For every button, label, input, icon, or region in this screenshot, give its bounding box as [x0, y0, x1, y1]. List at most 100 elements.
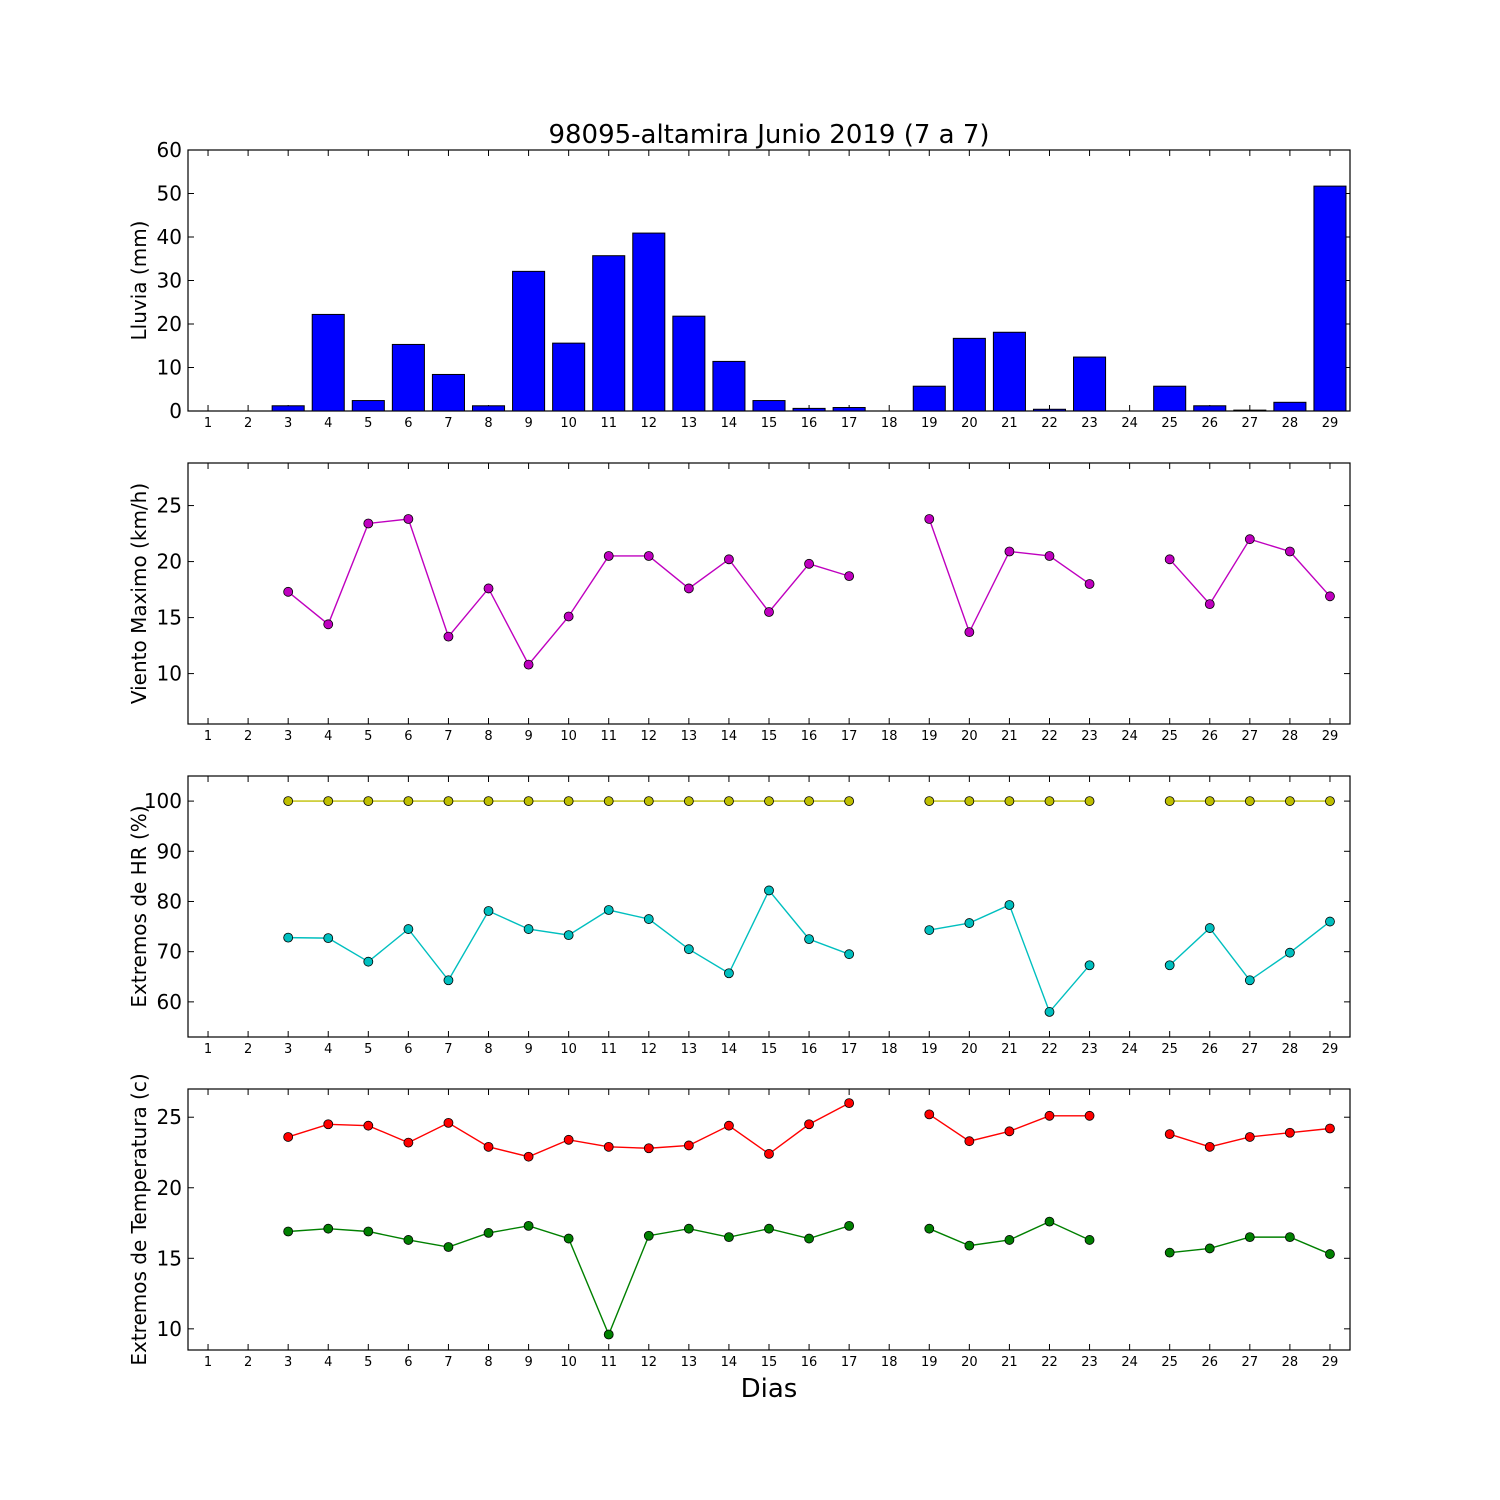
bar-day-21 — [992, 331, 1026, 412]
y-tick-label: 40 — [157, 225, 182, 249]
x-tick-label: 25 — [1161, 1042, 1178, 1057]
x-tick-label: 18 — [881, 1355, 898, 1370]
series-2-point-day-12 — [643, 914, 654, 924]
series-2-point-day-20 — [964, 918, 975, 928]
series-1-point-day-20 — [964, 627, 975, 638]
x-tick-label: 21 — [1001, 1042, 1018, 1057]
series-2-point-day-21 — [1004, 1235, 1015, 1245]
y-tick-label: 70 — [157, 940, 182, 964]
bar-day-16 — [792, 407, 826, 412]
series-1-point-day-13 — [683, 796, 694, 806]
bar-day-23 — [1073, 356, 1107, 412]
x-tick-label: 13 — [681, 1042, 698, 1057]
x-tick-label: 21 — [1001, 416, 1018, 431]
bar-day-27 — [1233, 409, 1267, 412]
x-tick-label: 12 — [641, 729, 658, 744]
x-tick-label: 26 — [1201, 729, 1218, 744]
series-1-point-day-4 — [323, 1119, 334, 1130]
series-1-point-day-7 — [443, 631, 454, 642]
series-1-point-day-27 — [1244, 1132, 1255, 1142]
x-tick-label: 29 — [1322, 1355, 1339, 1370]
x-tick-label: 10 — [560, 729, 577, 744]
series-1-point-day-21 — [1004, 546, 1015, 557]
x-tick-label: 27 — [1242, 1355, 1259, 1370]
x-tick-label: 25 — [1161, 1355, 1178, 1370]
x-tick-label: 29 — [1322, 416, 1339, 431]
x-tick-label: 5 — [364, 416, 372, 431]
series-1-point-day-4 — [323, 619, 334, 630]
series-1-point-day-26 — [1204, 796, 1215, 806]
series-1-point-day-3 — [283, 1132, 294, 1142]
series-1-point-day-10 — [563, 796, 574, 806]
x-tick-label: 1 — [204, 416, 212, 431]
bar-day-11 — [592, 255, 626, 412]
series-2-point-day-27 — [1244, 1232, 1255, 1243]
bar-day-5 — [351, 400, 385, 412]
y-tick-label: 25 — [157, 1105, 182, 1129]
series-2-point-day-26 — [1204, 1243, 1215, 1254]
x-tick-label: 17 — [841, 416, 858, 431]
y-tick-label: 30 — [157, 269, 182, 293]
x-tick-label: 29 — [1322, 729, 1339, 744]
x-tick-label: 22 — [1041, 1355, 1058, 1370]
x-tick-label: 19 — [921, 1042, 938, 1057]
y-axis-title: Extremos de HR (%) — [127, 805, 151, 1007]
x-tick-label: 22 — [1041, 1042, 1058, 1057]
bar-day-4 — [311, 313, 345, 412]
x-tick-label: 29 — [1322, 1042, 1339, 1057]
series-2-point-day-14 — [724, 968, 734, 979]
x-tick-label: 17 — [841, 1355, 858, 1370]
bar-day-8 — [471, 405, 506, 412]
x-tick-label: 15 — [761, 1042, 778, 1057]
series-2-point-day-5 — [363, 1226, 374, 1237]
x-tick-label: 27 — [1242, 416, 1259, 431]
x-tick-label: 22 — [1041, 416, 1058, 431]
series-1-point-day-26 — [1204, 599, 1215, 610]
series-2-point-day-7 — [443, 975, 454, 986]
series-2-point-day-5 — [363, 956, 374, 967]
x-tick-label: 26 — [1201, 1042, 1218, 1057]
series-2-point-day-19 — [924, 925, 935, 935]
x-tick-label: 4 — [324, 1355, 332, 1370]
series-1-point-day-6 — [403, 514, 414, 524]
y-tick-label: 10 — [157, 662, 182, 686]
bar-day-20 — [952, 337, 986, 412]
series-1-point-day-19 — [924, 514, 935, 524]
x-tick-label: 10 — [560, 416, 577, 431]
series-1-point-day-8 — [483, 583, 494, 594]
x-tick-label: 28 — [1282, 1355, 1299, 1370]
bar-day-12 — [632, 232, 666, 412]
series-1-point-day-16 — [804, 796, 814, 806]
series-2-point-day-27 — [1244, 975, 1255, 986]
y-tick-label: 60 — [157, 138, 182, 162]
series-2-point-day-13 — [683, 1223, 694, 1234]
series-1-point-day-3 — [283, 796, 294, 806]
x-tick-label: 4 — [324, 416, 332, 431]
series-1-point-day-19 — [924, 796, 935, 806]
x-tick-label: 2 — [244, 729, 252, 744]
x-tick-label: 9 — [524, 1042, 532, 1057]
bar-day-14 — [712, 360, 746, 412]
x-tick-label: 9 — [524, 1355, 532, 1370]
series-1-point-day-7 — [443, 1117, 454, 1128]
series-2-point-day-4 — [323, 933, 334, 944]
series-1-point-day-23 — [1084, 579, 1095, 589]
x-tick-label: 6 — [404, 1355, 412, 1370]
series-1-point-day-22 — [1044, 796, 1055, 806]
y-tick-label: 50 — [157, 182, 182, 206]
x-tick-label: 11 — [600, 416, 617, 431]
y-axis-title: Extremos de Temperatura (c) — [127, 1073, 151, 1365]
y-tick-label: 20 — [157, 1176, 182, 1200]
x-tick-label: 3 — [284, 1355, 292, 1370]
series-2-point-day-6 — [403, 1235, 414, 1245]
series-1-point-day-3 — [283, 586, 294, 597]
series-1-point-day-12 — [643, 551, 654, 561]
series-1-point-day-11 — [603, 1141, 614, 1152]
series-1-point-day-11 — [603, 796, 614, 806]
x-tick-label: 13 — [681, 1355, 698, 1370]
y-tick-label: 20 — [157, 312, 182, 336]
